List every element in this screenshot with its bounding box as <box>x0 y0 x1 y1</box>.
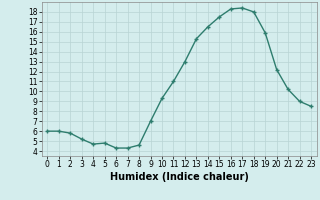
X-axis label: Humidex (Indice chaleur): Humidex (Indice chaleur) <box>110 172 249 182</box>
